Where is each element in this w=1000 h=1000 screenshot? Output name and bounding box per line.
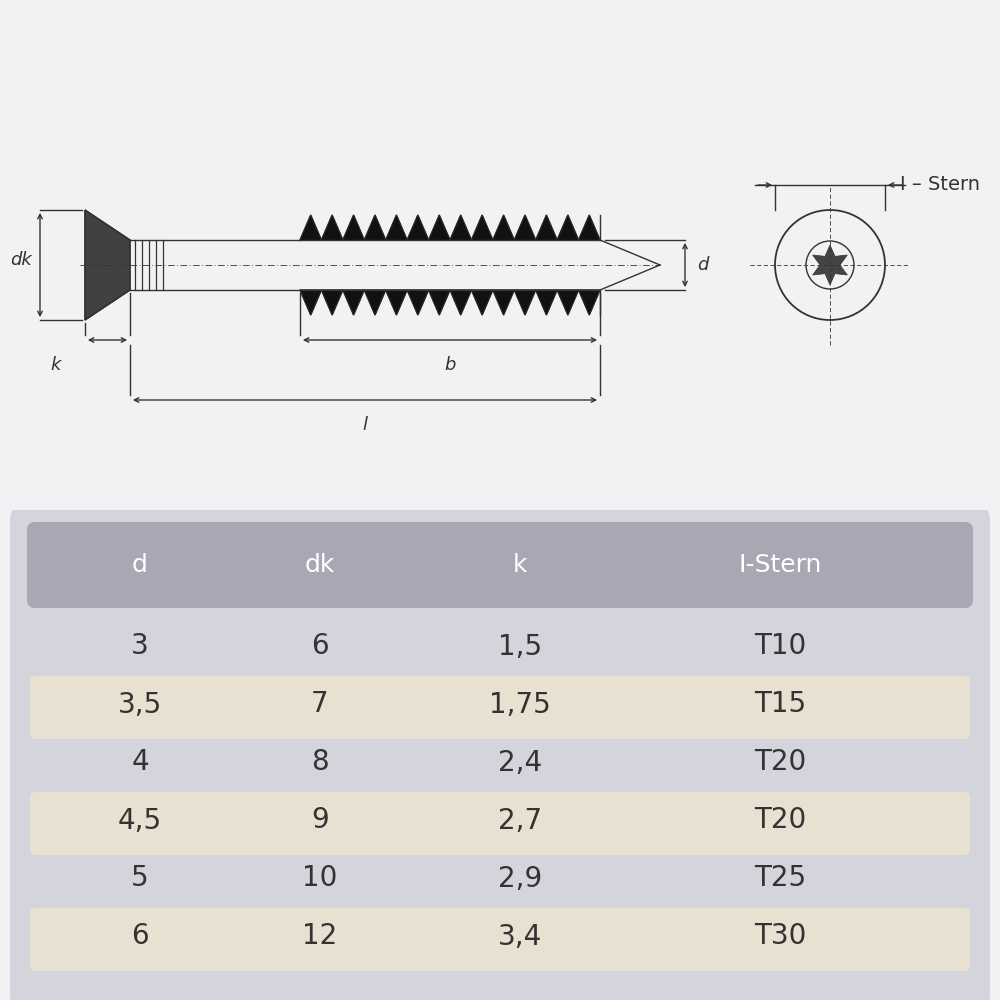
Text: 10: 10: [302, 864, 338, 892]
Text: k: k: [513, 553, 527, 577]
Polygon shape: [579, 290, 600, 315]
Polygon shape: [579, 215, 600, 240]
Polygon shape: [343, 215, 364, 240]
Polygon shape: [386, 215, 407, 240]
Polygon shape: [536, 215, 557, 240]
Polygon shape: [471, 290, 493, 315]
Text: 3,5: 3,5: [118, 690, 162, 718]
FancyBboxPatch shape: [30, 792, 970, 855]
Text: 6: 6: [131, 922, 149, 950]
Polygon shape: [364, 215, 386, 240]
Text: l: l: [362, 416, 368, 434]
Polygon shape: [471, 215, 493, 240]
Text: 3: 3: [131, 633, 149, 660]
Polygon shape: [85, 210, 130, 320]
Text: b: b: [444, 356, 456, 374]
Text: T30: T30: [754, 922, 806, 950]
Text: 1,5: 1,5: [498, 633, 542, 660]
Text: dk: dk: [10, 251, 32, 269]
Polygon shape: [386, 290, 407, 315]
FancyBboxPatch shape: [30, 908, 970, 971]
Polygon shape: [557, 215, 579, 240]
Text: 6: 6: [311, 633, 329, 660]
Polygon shape: [407, 290, 429, 315]
Polygon shape: [321, 290, 343, 315]
Text: 3,4: 3,4: [498, 922, 542, 950]
Polygon shape: [493, 290, 514, 315]
Text: d: d: [132, 553, 148, 577]
Text: I-Stern: I-Stern: [738, 553, 822, 577]
Polygon shape: [429, 290, 450, 315]
Polygon shape: [514, 290, 536, 315]
Text: T10: T10: [754, 633, 806, 660]
Text: 4: 4: [131, 748, 149, 776]
Polygon shape: [407, 215, 429, 240]
Text: 9: 9: [311, 806, 329, 834]
FancyBboxPatch shape: [10, 505, 990, 1000]
Text: I – Stern: I – Stern: [900, 176, 980, 194]
Text: T20: T20: [754, 806, 806, 834]
Text: 7: 7: [311, 690, 329, 718]
Text: 2,7: 2,7: [498, 806, 542, 834]
Polygon shape: [514, 215, 536, 240]
Text: d: d: [697, 256, 708, 274]
Polygon shape: [364, 290, 386, 315]
Text: 2,4: 2,4: [498, 748, 542, 776]
FancyBboxPatch shape: [27, 522, 973, 608]
Polygon shape: [813, 245, 847, 285]
Text: dk: dk: [305, 553, 335, 577]
Text: k: k: [50, 356, 60, 374]
Text: 1,75: 1,75: [489, 690, 551, 718]
Text: 8: 8: [311, 748, 329, 776]
Polygon shape: [321, 215, 343, 240]
Polygon shape: [300, 215, 321, 240]
Text: 5: 5: [131, 864, 149, 892]
Text: T20: T20: [754, 748, 806, 776]
FancyBboxPatch shape: [30, 676, 970, 739]
Polygon shape: [536, 290, 557, 315]
Text: T15: T15: [754, 690, 806, 718]
Text: 4,5: 4,5: [118, 806, 162, 834]
Polygon shape: [429, 215, 450, 240]
Polygon shape: [300, 290, 321, 315]
Text: T25: T25: [754, 864, 806, 892]
Text: 12: 12: [302, 922, 338, 950]
Polygon shape: [557, 290, 579, 315]
Text: 2,9: 2,9: [498, 864, 542, 892]
Polygon shape: [343, 290, 364, 315]
Polygon shape: [450, 290, 471, 315]
Polygon shape: [493, 215, 514, 240]
Polygon shape: [450, 215, 471, 240]
